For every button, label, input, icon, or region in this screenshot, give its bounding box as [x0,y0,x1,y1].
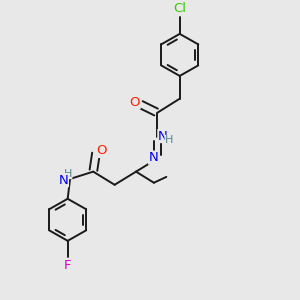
Text: H: H [64,169,72,179]
Text: N: N [149,151,158,164]
Text: O: O [96,144,107,158]
Text: H: H [165,135,173,146]
Text: F: F [64,259,71,272]
Text: Cl: Cl [173,2,186,15]
Text: N: N [158,130,168,142]
Text: O: O [130,96,140,109]
Text: N: N [58,174,68,187]
